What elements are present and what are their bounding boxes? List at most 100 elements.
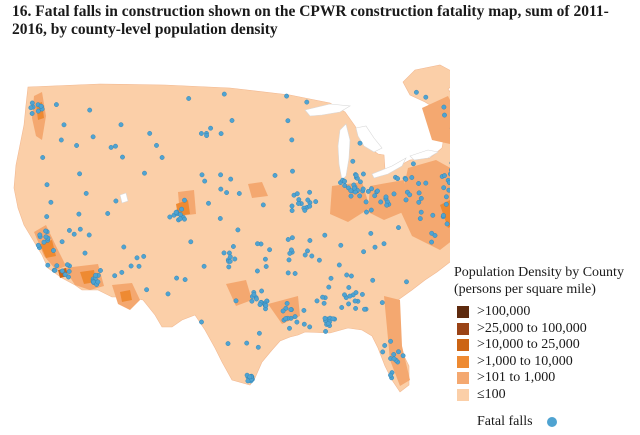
fatal-fall-point <box>368 207 374 213</box>
fatal-fall-point <box>58 137 64 143</box>
fatal-fall-point <box>66 268 72 274</box>
fatal-fall-point <box>423 94 429 100</box>
fatal-fall-point <box>391 352 397 357</box>
fatal-fall-point <box>285 237 291 242</box>
fatal-fall-point <box>229 118 235 123</box>
fatal-fall-point <box>204 133 210 139</box>
fatal-fall-point <box>182 197 187 203</box>
fatal-fall-point <box>365 188 371 194</box>
fatal-fall-point <box>370 277 376 283</box>
fatal-fall-point <box>304 99 310 105</box>
fatal-fall-point <box>305 197 311 203</box>
fatal-fall-point <box>418 195 424 201</box>
fatal-fall-point <box>54 102 59 108</box>
legend-item: >10,000 to 25,000 <box>454 337 640 353</box>
fatal-fall-point <box>40 155 46 160</box>
fatal-fall-point <box>313 199 319 205</box>
fatal-fall-point <box>217 216 223 221</box>
fatal-fall-point <box>77 171 83 177</box>
fatal-fall-point <box>322 232 328 238</box>
legend-list: >100,000 >25,000 to 100,000 >10,000 to 2… <box>454 304 640 403</box>
fatal-fall-point <box>326 284 332 290</box>
fatal-fall-point <box>352 189 358 195</box>
fatal-fall-point <box>353 172 359 178</box>
legend-item: >25,000 to 100,000 <box>454 321 640 337</box>
fatal-falls-points <box>28 89 450 384</box>
fatal-fall-point <box>357 193 363 199</box>
fatal-fall-point <box>380 349 386 355</box>
fatal-fall-point <box>444 221 450 227</box>
fatal-fall-point <box>118 122 124 128</box>
fatal-fall-point <box>309 253 315 259</box>
fatal-fall-point <box>346 285 352 290</box>
fatal-fall-point <box>227 258 233 264</box>
fatal-fall-point <box>199 172 205 178</box>
fatal-fall-point <box>236 191 242 196</box>
fatal-fall-point <box>320 294 325 300</box>
fatal-fall-point <box>307 238 313 243</box>
fatal-fall-point <box>446 187 450 193</box>
fatal-fall-point <box>403 176 409 182</box>
fatal-fall-point <box>357 140 363 146</box>
map-title: 16. Fatal falls in construction shown on… <box>12 3 609 38</box>
fatal-fall-point <box>256 330 262 336</box>
fatal-fall-point <box>142 170 147 176</box>
fatal-fall-point <box>259 288 264 294</box>
fatal-fall-point <box>206 200 211 206</box>
fatal-fall-point <box>95 279 101 285</box>
fatal-fall-point <box>201 263 207 269</box>
fatal-fall-point <box>403 197 409 203</box>
fatal-fall-point <box>37 232 43 238</box>
fatal-fall-point <box>45 262 51 268</box>
legend-swatch <box>457 372 469 384</box>
fatal-fall-point <box>323 328 328 334</box>
fatal-fall-point <box>342 178 347 184</box>
fatal-fall-point <box>443 194 449 200</box>
fatal-fall-point <box>305 248 310 254</box>
fatal-fall-point <box>188 239 194 245</box>
us-county-map <box>13 64 450 393</box>
legend-item: >100,000 <box>454 304 640 320</box>
fatal-fall-point <box>440 212 446 218</box>
fatal-fall-point <box>44 182 50 188</box>
legend-label: >1,000 to 10,000 <box>477 353 573 369</box>
fatal-fall-point <box>351 185 357 191</box>
fatal-fall-point <box>347 293 353 299</box>
fatal-fall-point <box>221 91 227 97</box>
fatal-fall-point <box>364 209 369 215</box>
fatal-fall-point <box>52 267 58 273</box>
fatal-fall-point <box>255 344 261 350</box>
legend-label: ≤100 <box>477 386 506 402</box>
fatal-fall-point <box>388 372 393 378</box>
fatal-fall-point <box>362 306 367 312</box>
fatal-fall-point <box>325 321 331 326</box>
fatal-fall-point <box>218 186 224 192</box>
fatal-fall-point <box>244 340 250 346</box>
fatal-fall-point <box>417 216 423 222</box>
fatal-fall-point <box>384 202 390 208</box>
fatal-fall-point <box>83 190 89 196</box>
fatal-falls-dot <box>546 417 557 427</box>
fatal-fall-point <box>368 230 374 236</box>
fatal-fall-point <box>388 338 393 344</box>
fatal-fall-point <box>429 230 435 236</box>
fatal-fall-point <box>119 269 125 275</box>
fatal-fall-point <box>381 241 387 247</box>
fatal-fall-point <box>316 257 322 263</box>
fatal-fall-point <box>369 186 374 192</box>
fatal-fall-point <box>174 275 180 281</box>
legend-swatch <box>457 388 469 401</box>
fatal-fall-point <box>254 268 260 274</box>
fatal-fall-point <box>44 214 50 220</box>
fatal-fall-point <box>29 100 35 106</box>
fatal-fall-point <box>35 242 41 248</box>
fatal-fall-point <box>416 199 422 205</box>
fatal-fall-point <box>284 300 290 306</box>
fatal-fall-point <box>54 263 60 269</box>
fatal-fall-point <box>410 161 416 167</box>
fatal-fall-point <box>378 199 384 205</box>
fatal-fall-point <box>113 198 119 204</box>
fatal-fall-point <box>144 287 150 293</box>
fatal-fall-point <box>112 273 118 279</box>
fatal-fall-point <box>218 172 224 178</box>
